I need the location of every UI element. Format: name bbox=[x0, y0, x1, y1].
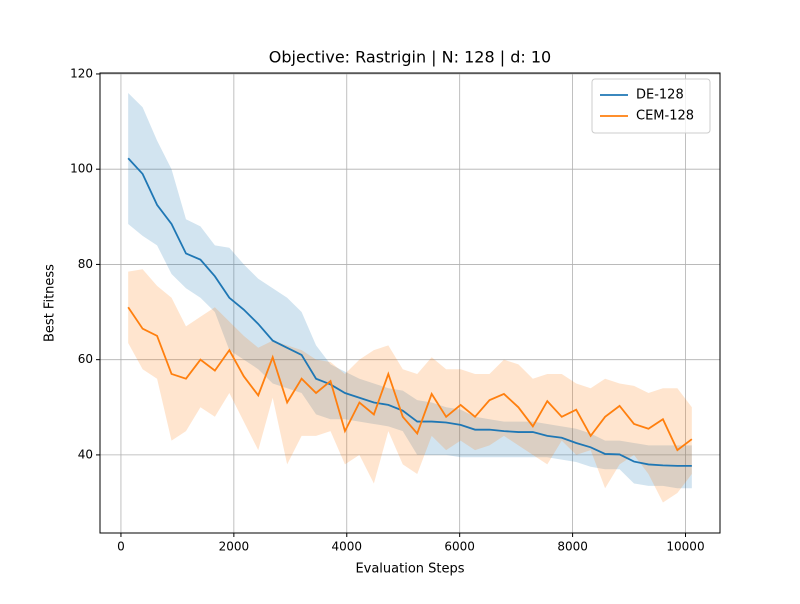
plot-frame bbox=[99, 72, 721, 534]
x-tick-label: 6000 bbox=[444, 540, 475, 554]
y-tick-label: 60 bbox=[78, 352, 93, 366]
x-tick-label: 0 bbox=[117, 540, 125, 554]
line bbox=[127, 306, 693, 452]
confidence-band bbox=[128, 93, 692, 489]
y-axis-label: Best Fitness bbox=[43, 264, 58, 342]
legend-box bbox=[591, 78, 711, 134]
x-tick-label: 4000 bbox=[331, 540, 362, 554]
chart-title: Objective: Rastrigin | N: 128 | d: 10 bbox=[269, 48, 551, 67]
y-tick-label: 80 bbox=[78, 257, 93, 271]
x-axis-label: Evaluation Steps bbox=[355, 562, 464, 577]
legend-label: CEM-128 bbox=[636, 109, 694, 124]
x-tick-label: 2000 bbox=[219, 540, 250, 554]
x-tick-label: 8000 bbox=[557, 540, 588, 554]
x-tick-label: 10000 bbox=[666, 540, 704, 554]
legend-label: DE-128 bbox=[636, 88, 684, 103]
y-tick-label: 100 bbox=[70, 162, 93, 176]
confidence-band bbox=[128, 269, 692, 503]
line bbox=[127, 157, 692, 467]
y-tick-label: 120 bbox=[70, 66, 93, 80]
y-tick-label: 40 bbox=[78, 447, 93, 461]
